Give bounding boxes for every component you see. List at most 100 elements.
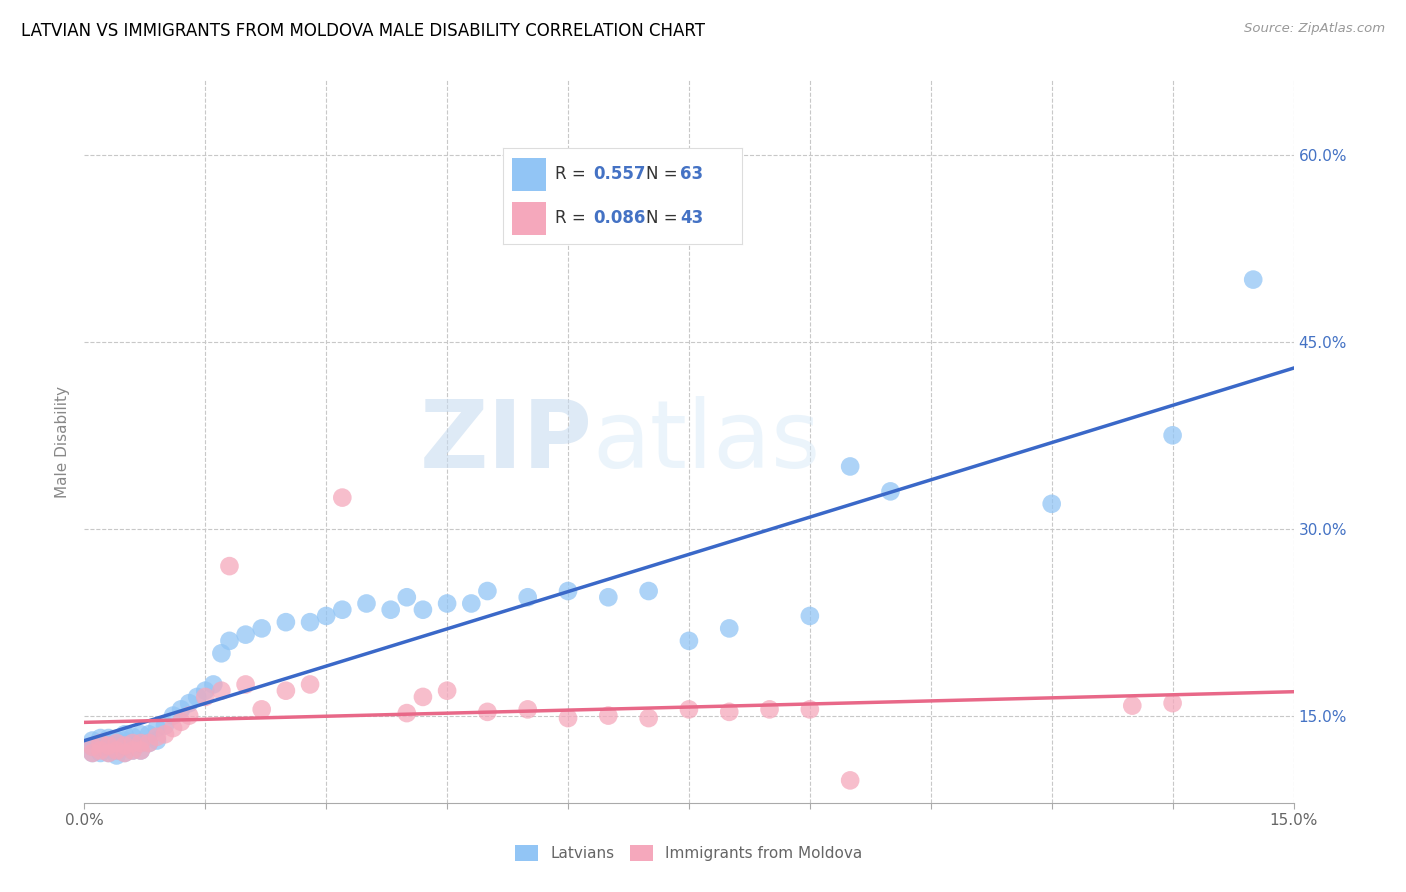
Point <box>82 733 104 747</box>
Point <box>274 683 297 698</box>
Point <box>138 727 160 741</box>
Point <box>121 730 143 744</box>
Text: R =: R = <box>555 165 592 183</box>
Point <box>516 702 538 716</box>
Text: 43: 43 <box>681 210 703 227</box>
Point <box>274 615 297 630</box>
Point <box>138 736 160 750</box>
Point <box>209 646 232 660</box>
Point <box>395 591 418 605</box>
Point <box>202 677 225 691</box>
Point <box>299 615 322 630</box>
Point <box>97 746 120 760</box>
Point <box>129 727 152 741</box>
Point <box>235 627 257 641</box>
Point <box>146 721 169 735</box>
Point <box>89 736 111 750</box>
Point <box>412 603 434 617</box>
Point <box>114 727 136 741</box>
Point <box>114 746 136 760</box>
Point <box>557 711 579 725</box>
Point <box>718 621 741 635</box>
Point <box>97 746 120 760</box>
Point <box>315 609 337 624</box>
Point <box>105 743 128 757</box>
Point <box>170 702 193 716</box>
Point <box>179 708 201 723</box>
Y-axis label: Male Disability: Male Disability <box>55 385 70 498</box>
Legend: Latvians, Immigrants from Moldova: Latvians, Immigrants from Moldova <box>509 839 869 867</box>
Point <box>82 739 104 754</box>
Point <box>162 721 184 735</box>
Point <box>637 584 659 599</box>
Point <box>380 603 402 617</box>
Point <box>839 773 862 788</box>
Point <box>89 731 111 745</box>
Point <box>121 736 143 750</box>
Point <box>598 591 620 605</box>
Point <box>218 633 240 648</box>
Point <box>799 609 821 624</box>
Point <box>799 702 821 716</box>
Point <box>105 739 128 753</box>
Point <box>1040 497 1063 511</box>
Point <box>146 733 169 747</box>
Point <box>105 736 128 750</box>
Point <box>97 736 120 750</box>
Point <box>179 696 201 710</box>
Point <box>89 746 111 760</box>
Point <box>121 743 143 757</box>
Point <box>436 683 458 698</box>
Text: ZIP: ZIP <box>419 395 592 488</box>
Point <box>299 677 322 691</box>
Point <box>89 736 111 750</box>
Point <box>1161 696 1184 710</box>
Bar <box>512 158 546 191</box>
Point <box>235 677 257 691</box>
Point <box>1161 428 1184 442</box>
Point <box>121 736 143 750</box>
Point <box>557 584 579 599</box>
Text: 0.557: 0.557 <box>593 165 647 183</box>
Point <box>129 736 152 750</box>
Point <box>209 683 232 698</box>
Point <box>1241 272 1264 286</box>
Point <box>194 690 217 704</box>
Point <box>105 748 128 763</box>
Point <box>839 459 862 474</box>
Text: 0.086: 0.086 <box>593 210 647 227</box>
Point <box>598 708 620 723</box>
Point <box>678 702 700 716</box>
Point <box>330 603 353 617</box>
Point <box>82 739 104 754</box>
Point <box>129 743 152 757</box>
Point <box>412 690 434 704</box>
Point <box>105 733 128 747</box>
Point <box>436 597 458 611</box>
Point <box>170 714 193 729</box>
Point <box>138 736 160 750</box>
Point <box>146 730 169 744</box>
Point <box>477 705 499 719</box>
Point <box>129 743 152 757</box>
Point <box>129 736 152 750</box>
Text: atlas: atlas <box>592 395 821 488</box>
Point <box>637 711 659 725</box>
Bar <box>512 202 546 235</box>
Text: R =: R = <box>555 210 592 227</box>
Point <box>97 731 120 745</box>
Text: LATVIAN VS IMMIGRANTS FROM MOLDOVA MALE DISABILITY CORRELATION CHART: LATVIAN VS IMMIGRANTS FROM MOLDOVA MALE … <box>21 22 704 40</box>
Point <box>114 739 136 754</box>
Point <box>250 621 273 635</box>
Point <box>121 743 143 757</box>
Point <box>477 584 499 599</box>
Point <box>330 491 353 505</box>
Point <box>114 733 136 747</box>
Text: 63: 63 <box>681 165 703 183</box>
Point <box>218 559 240 574</box>
Point <box>718 705 741 719</box>
Point <box>153 718 176 732</box>
Point <box>516 591 538 605</box>
Point <box>114 739 136 753</box>
Point <box>105 743 128 757</box>
